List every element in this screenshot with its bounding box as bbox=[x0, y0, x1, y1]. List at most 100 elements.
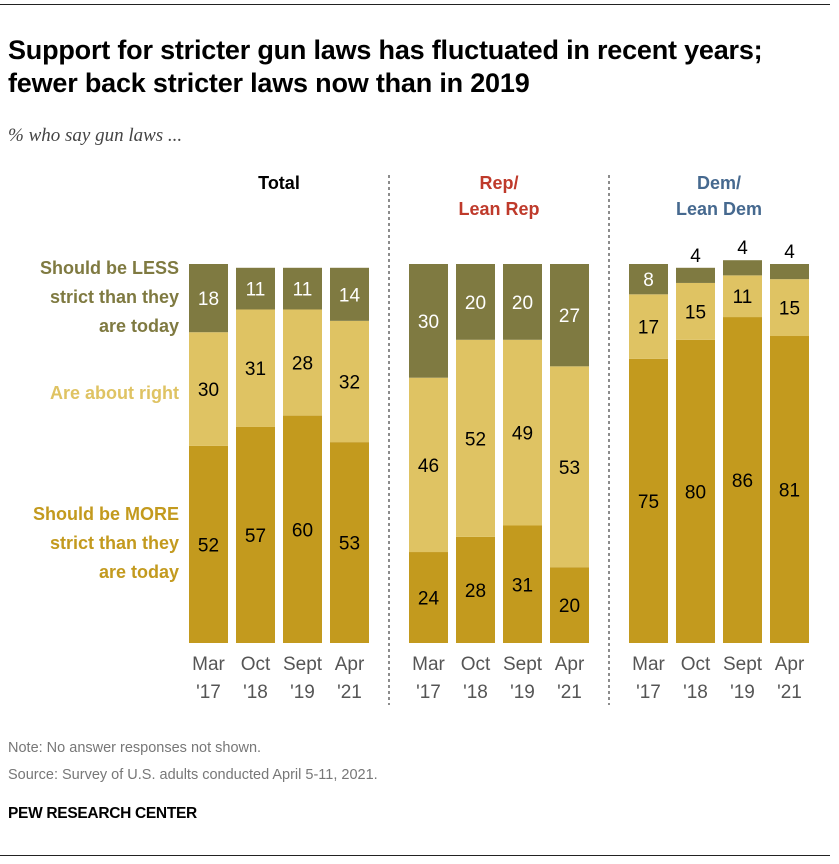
panel-title: Rep/ bbox=[479, 173, 518, 193]
x-tick-label: '18 bbox=[683, 682, 708, 703]
x-tick-label: '18 bbox=[463, 682, 488, 703]
data-label-more: 86 bbox=[732, 471, 753, 492]
data-label-right: 46 bbox=[418, 456, 439, 477]
x-tick-label: '18 bbox=[243, 682, 268, 703]
bar-segment-less bbox=[503, 264, 542, 340]
data-label-more: 75 bbox=[638, 492, 659, 513]
x-tick-label: '17 bbox=[196, 682, 221, 703]
x-tick-label: '19 bbox=[730, 682, 755, 703]
bar-segment-less bbox=[770, 264, 809, 280]
data-label-right: 28 bbox=[292, 354, 313, 375]
bar-segment-right bbox=[503, 339, 542, 526]
bar-segment-right bbox=[330, 320, 369, 443]
data-label-more: 57 bbox=[245, 526, 266, 547]
bar-segment-more bbox=[456, 536, 495, 643]
x-tick-label: Sept bbox=[503, 654, 543, 675]
bar-segment-more bbox=[330, 442, 369, 643]
bar-segment-less bbox=[189, 264, 228, 333]
data-label-more: 81 bbox=[779, 481, 800, 502]
bar-segment-more bbox=[409, 552, 448, 643]
data-label-right: 32 bbox=[339, 372, 360, 393]
bar-segment-right bbox=[550, 366, 589, 568]
data-label-more: 31 bbox=[512, 575, 533, 596]
data-label-more: 60 bbox=[292, 520, 313, 541]
bar-segment-less bbox=[330, 267, 369, 321]
legend-label-less: are today bbox=[99, 316, 179, 336]
data-label-right: 17 bbox=[638, 318, 659, 339]
data-label-less: 14 bbox=[339, 285, 361, 306]
data-label-less: 4 bbox=[690, 246, 701, 267]
bar-segment-right bbox=[629, 294, 668, 359]
bar-segment-more bbox=[283, 415, 322, 643]
x-tick-label: Apr bbox=[555, 654, 585, 675]
source: Source: Survey of U.S. adults conducted … bbox=[8, 767, 378, 783]
panel-title: Total bbox=[258, 173, 300, 193]
x-tick-label: Oct bbox=[461, 654, 491, 675]
x-tick-label: Apr bbox=[335, 654, 365, 675]
data-label-less: 30 bbox=[418, 312, 439, 333]
data-label-right: 31 bbox=[245, 359, 266, 380]
data-label-less: 8 bbox=[643, 270, 654, 291]
bar-segment-more bbox=[236, 426, 275, 643]
bar-segment-more bbox=[723, 317, 762, 643]
x-tick-label: Sept bbox=[723, 654, 763, 675]
data-label-less: 20 bbox=[512, 293, 533, 314]
chart-title: Support for stricter gun laws has fluctu… bbox=[8, 35, 763, 98]
bar-segment-less bbox=[676, 267, 715, 283]
data-label-more: 28 bbox=[465, 581, 486, 602]
data-label-right: 53 bbox=[559, 458, 580, 479]
x-tick-label: Oct bbox=[681, 654, 711, 675]
panel-title: Dem/ bbox=[697, 173, 741, 193]
bar-segment-more bbox=[629, 358, 668, 643]
legend-label-right: Are about right bbox=[50, 383, 179, 403]
data-label-more: 53 bbox=[339, 534, 360, 555]
x-tick-label: Oct bbox=[241, 654, 271, 675]
brand-logo-text: PEW RESEARCH CENTER bbox=[8, 805, 197, 822]
bar-segment-less bbox=[283, 267, 322, 310]
bar-segment-less bbox=[409, 264, 448, 378]
bar-segment-right bbox=[770, 279, 809, 337]
bar-segment-right bbox=[409, 377, 448, 553]
data-label-less: 11 bbox=[246, 280, 266, 301]
bar-segment-less bbox=[456, 264, 495, 340]
data-label-less: 11 bbox=[293, 280, 313, 301]
note: Note: No answer responses not shown. bbox=[8, 740, 262, 756]
bar-segment-right bbox=[456, 339, 495, 537]
x-tick-label: Mar bbox=[192, 654, 225, 675]
x-tick-label: '21 bbox=[557, 682, 582, 703]
data-label-less: 20 bbox=[465, 293, 486, 314]
data-label-right: 15 bbox=[685, 302, 706, 323]
x-tick-label: Apr bbox=[775, 654, 805, 675]
bar-segment-right bbox=[283, 309, 322, 416]
legend-label-more: Should be MORE bbox=[33, 504, 179, 524]
bar-segment-right bbox=[189, 332, 228, 446]
stacked-bar-chart: Should be LESS strict than they are today A… bbox=[33, 173, 809, 705]
data-label-more: 52 bbox=[198, 535, 219, 556]
bar-segment-right bbox=[676, 282, 715, 340]
x-tick-label: Mar bbox=[632, 654, 665, 675]
top-rule bbox=[0, 4, 830, 5]
bar-segment-less bbox=[629, 264, 668, 295]
bar-segment-more bbox=[550, 567, 589, 643]
data-label-right: 15 bbox=[779, 299, 800, 320]
bar-segment-less bbox=[723, 260, 762, 276]
data-label-less: 27 bbox=[559, 306, 580, 327]
bar-segment-more bbox=[503, 525, 542, 643]
data-label-right: 49 bbox=[512, 424, 533, 445]
x-tick-label: '19 bbox=[290, 682, 315, 703]
bar-segment-less bbox=[236, 267, 275, 310]
legend-label-less: Should be LESS bbox=[40, 258, 179, 278]
bar-segment-right bbox=[236, 309, 275, 427]
data-label-less: 18 bbox=[198, 289, 219, 310]
bar-segment-right bbox=[723, 275, 762, 318]
bar-segment-more bbox=[770, 336, 809, 643]
data-label-right: 11 bbox=[733, 287, 753, 308]
data-label-less: 4 bbox=[784, 242, 795, 263]
legend-label-more: strict than they bbox=[50, 533, 179, 553]
data-label-more: 24 bbox=[418, 589, 440, 610]
data-label-right: 30 bbox=[198, 380, 219, 401]
bar-segment-less bbox=[550, 264, 589, 367]
x-tick-label: Mar bbox=[412, 654, 445, 675]
legend-label-less: strict than they bbox=[50, 287, 179, 307]
bottom-rule bbox=[0, 855, 830, 856]
